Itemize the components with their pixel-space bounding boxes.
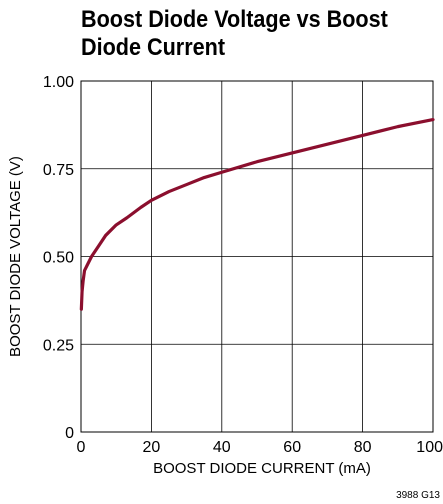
x-axis-label: BOOST DIODE CURRENT (mA) — [153, 460, 371, 477]
figure-code: 3988 G13 — [396, 490, 440, 501]
x-tick-label: 40 — [213, 439, 231, 456]
y-tick-label: 0.50 — [43, 250, 74, 267]
x-tick-labels: 0 20 40 60 80 100 — [77, 439, 443, 456]
chart-title: Boost Diode Voltage vs Boost Diode Curre… — [81, 6, 388, 61]
y-tick-label: 0.25 — [43, 337, 74, 354]
grid-lines — [81, 81, 433, 432]
y-axis-label: BOOST DIODE VOLTAGE (V) — [7, 156, 24, 357]
y-tick-labels: 0 0.25 0.50 0.75 1.00 — [43, 74, 74, 442]
x-tick-label: 100 — [416, 439, 443, 456]
y-tick-label: 1.00 — [43, 74, 74, 91]
x-tick-label: 80 — [354, 439, 372, 456]
x-tick-label: 20 — [143, 439, 161, 456]
x-tick-label: 0 — [77, 439, 86, 456]
y-tick-label: 0.75 — [43, 162, 74, 179]
x-tick-label: 60 — [283, 439, 301, 456]
series-line — [79, 118, 435, 311]
y-tick-label: 0 — [65, 425, 74, 442]
plot-frame — [80, 80, 434, 433]
